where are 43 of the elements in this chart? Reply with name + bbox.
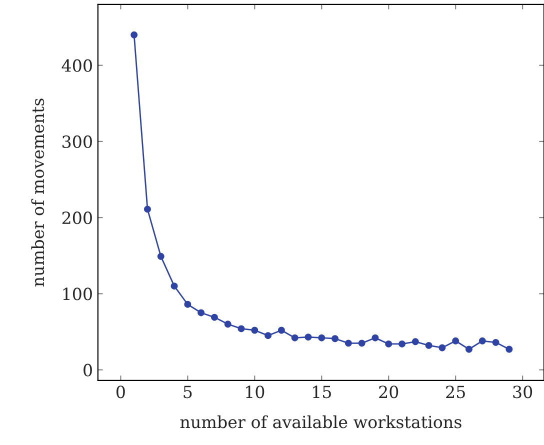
point	[506, 346, 513, 353]
y-tick-label: 100	[63, 288, 92, 300]
x-tick-label: 30	[513, 386, 532, 398]
point	[452, 337, 460, 344]
point	[251, 326, 258, 334]
point	[318, 334, 326, 342]
point	[130, 31, 138, 38]
point	[492, 338, 500, 346]
point	[224, 320, 232, 328]
point	[478, 337, 486, 344]
x-tick-label: 5	[184, 386, 192, 398]
y-tick-label: 300	[62, 135, 92, 148]
point	[157, 252, 164, 260]
x-tick-label: 10	[246, 386, 264, 398]
y-axis-title: number of movements	[31, 98, 44, 287]
point	[385, 340, 392, 348]
x-tick-label: 25	[446, 386, 465, 398]
x-axis-title: number of available workstations	[180, 415, 462, 428]
point	[344, 340, 352, 347]
y-tick-label: 400	[62, 59, 92, 72]
x-tick-label: 15	[313, 386, 331, 398]
y-tick-label: 200	[62, 212, 92, 224]
point	[438, 344, 446, 352]
point	[332, 335, 338, 342]
x-tick-label: 0	[116, 386, 125, 398]
point	[144, 206, 151, 213]
point	[412, 338, 419, 346]
point	[291, 334, 298, 342]
point	[425, 342, 432, 349]
x-tick-label: 20	[379, 386, 398, 398]
point	[398, 340, 406, 348]
point	[278, 326, 285, 334]
point	[198, 309, 205, 316]
point	[372, 334, 379, 342]
point	[304, 334, 312, 341]
y-tick-label: 0	[84, 364, 92, 376]
point	[184, 300, 192, 308]
point	[466, 346, 472, 353]
point	[170, 282, 178, 290]
point	[264, 332, 272, 340]
point	[358, 340, 366, 347]
point	[210, 314, 218, 321]
point	[238, 325, 245, 332]
